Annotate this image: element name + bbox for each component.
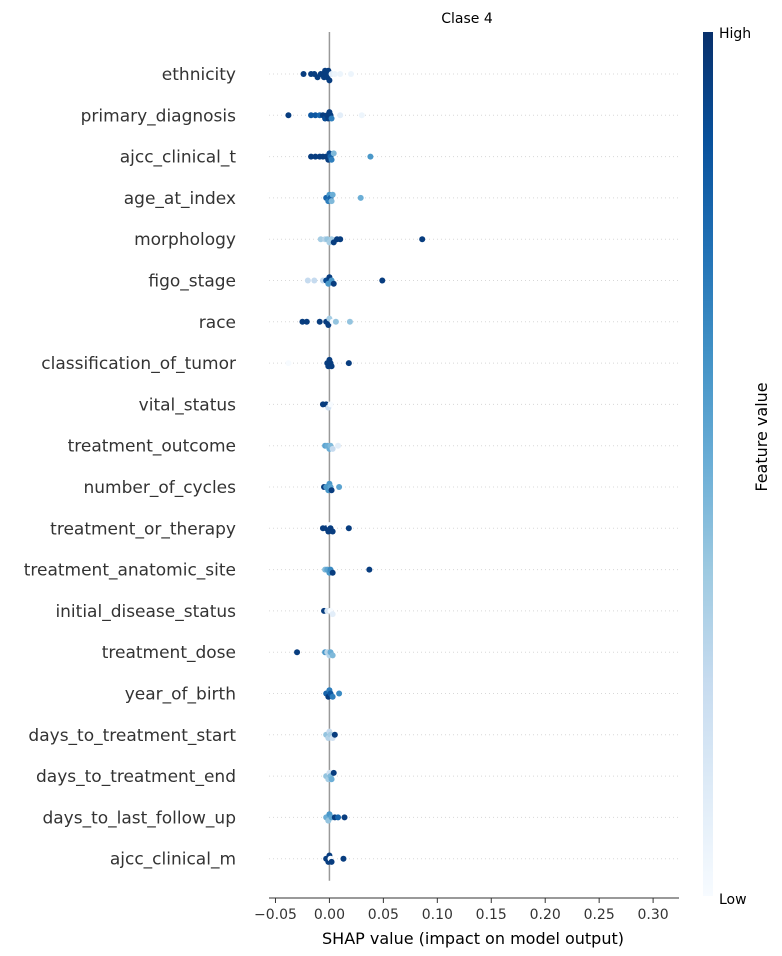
shap-point xyxy=(294,649,301,656)
x-tick-label: 0.30 xyxy=(638,907,669,923)
shap-point xyxy=(299,318,306,325)
shap-point xyxy=(317,236,324,243)
shap-point xyxy=(328,363,335,370)
shap-point xyxy=(285,360,292,367)
feature-label: figo_stage xyxy=(148,272,236,292)
shap-point xyxy=(345,525,352,532)
colorbar xyxy=(703,32,713,896)
shap-point xyxy=(329,445,336,452)
feature-label: classification_of_tumor xyxy=(41,354,236,374)
shap-point xyxy=(331,731,338,738)
shap-point xyxy=(329,528,336,535)
shap-point xyxy=(348,71,354,77)
shap-point xyxy=(329,191,336,198)
feature-label: primary_diagnosis xyxy=(81,106,237,126)
feature-label: number_of_cycles xyxy=(83,478,236,498)
shap-point xyxy=(335,814,342,821)
feature-label: days_to_treatment_end xyxy=(36,767,236,787)
feature-label: vital_status xyxy=(139,395,236,415)
feature-label: treatment_outcome xyxy=(68,437,236,457)
shap-point xyxy=(357,194,364,201)
colorbar-high-label: High xyxy=(719,26,751,42)
feature-rows: ethnicity primary_diagnosis ajcc_clinical_… xyxy=(24,65,679,870)
shap-point xyxy=(367,153,374,160)
shap-point xyxy=(341,814,348,821)
x-tick-label: 0.10 xyxy=(422,907,453,923)
shap-point xyxy=(337,236,344,243)
shap-point xyxy=(336,690,343,697)
shap-point xyxy=(312,112,319,119)
shap-point xyxy=(346,318,353,325)
shap-point xyxy=(331,71,338,77)
x-tick-label: 0.15 xyxy=(476,907,507,923)
feature-label: ajcc_clinical_t xyxy=(120,148,237,168)
shap-point xyxy=(330,769,337,776)
shap-point xyxy=(308,153,315,160)
shap-point xyxy=(419,236,426,243)
shap-point xyxy=(326,77,333,84)
shap-point xyxy=(304,277,311,284)
shap-point xyxy=(332,318,339,325)
shap-point xyxy=(328,115,335,122)
shap-point xyxy=(308,112,315,119)
feature-label: days_to_treatment_start xyxy=(28,726,236,746)
shap-point xyxy=(311,277,318,284)
shap-point xyxy=(340,855,347,862)
shap-point xyxy=(336,484,343,490)
feature-label: initial_disease_status xyxy=(55,602,236,622)
feature-label: morphology xyxy=(134,230,236,250)
shap-point xyxy=(328,487,335,494)
shap-point xyxy=(328,156,335,163)
shap-point xyxy=(303,318,310,325)
x-axis-label: SHAP value (impact on model output) xyxy=(322,929,624,948)
shap-point xyxy=(329,693,336,700)
shap-point xyxy=(285,112,292,119)
colorbar-low-label: Low xyxy=(719,892,747,908)
shap-point xyxy=(330,150,337,157)
shap-point xyxy=(328,198,335,205)
shap-point xyxy=(327,401,334,408)
shap-point xyxy=(379,277,386,284)
shap-point xyxy=(328,858,335,865)
x-tick-label: −0.05 xyxy=(254,907,297,923)
shap-point xyxy=(328,776,335,783)
feature-label: ajcc_clinical_m xyxy=(110,850,236,870)
shap-point xyxy=(345,360,352,367)
shap-point xyxy=(337,112,344,119)
shap-point xyxy=(329,569,336,576)
x-tick-label: 0.20 xyxy=(530,907,561,923)
shap-point xyxy=(330,280,337,287)
x-tick-label: 0.00 xyxy=(314,907,345,923)
feature-label: race xyxy=(199,313,236,333)
shap-point xyxy=(329,611,336,618)
shap-point xyxy=(300,71,307,77)
shap-point xyxy=(329,652,336,659)
shap-points xyxy=(285,67,426,865)
shap-point xyxy=(366,566,373,573)
colorbar-title: Feature value xyxy=(752,382,771,491)
feature-label: age_at_index xyxy=(124,189,236,209)
feature-label: treatment_or_therapy xyxy=(50,519,236,539)
chart-title: Clase 4 xyxy=(441,11,493,27)
shap-point xyxy=(358,112,365,119)
shap-point xyxy=(325,322,332,328)
feature-label: treatment_dose xyxy=(102,643,236,663)
shap-point xyxy=(312,153,319,160)
x-tick-label: 0.25 xyxy=(584,907,615,923)
feature-label: treatment_anatomic_site xyxy=(24,561,236,581)
feature-label: ethnicity xyxy=(162,65,236,85)
shap-point xyxy=(337,71,344,77)
shap-point xyxy=(316,318,323,325)
x-tick-label: 0.05 xyxy=(368,907,399,923)
feature-label: days_to_last_follow_up xyxy=(42,808,236,828)
shap-point xyxy=(335,442,342,449)
feature-label: year_of_birth xyxy=(125,685,236,705)
x-axis-ticks: −0.05 0.00 0.05 0.10 0.15 0.20 0.25 0.30 xyxy=(254,898,669,923)
